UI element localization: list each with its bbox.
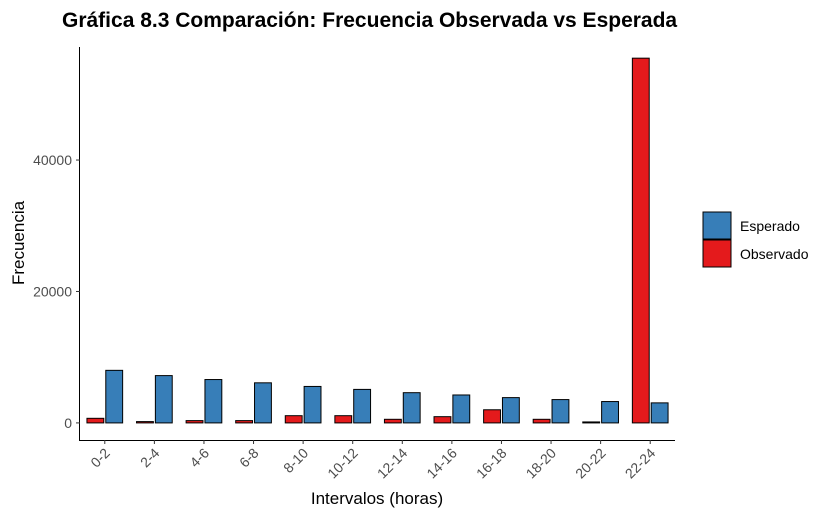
bar-observado-22-24 (631, 57, 650, 424)
bar-observado-12-14 (383, 418, 402, 424)
bar-esperado-22-24 (650, 402, 669, 424)
bar-esperado-18-20 (551, 399, 570, 424)
bars (86, 57, 669, 424)
bar-esperado-2-4 (154, 375, 173, 424)
x-tick-label: 14-16 (423, 445, 460, 482)
bar-esperado-8-10 (303, 385, 322, 424)
bar-esperado-4-6 (204, 379, 223, 424)
bar-observado-0-2 (86, 417, 105, 424)
legend-label-observado: Observado (740, 246, 809, 262)
x-tick-label: 22-24 (622, 445, 659, 482)
bar-esperado-6-8 (254, 382, 272, 424)
x-tick-label: 4-6 (186, 445, 212, 471)
legend: Esperado Observado (702, 211, 809, 268)
y-tick-label: 20000 (33, 283, 72, 299)
legend-label-esperado: Esperado (740, 218, 800, 234)
x-ticks: 0-2 2-4 4-6 6-8 8-10 10-12 12-14 14-16 16-18 18-2… (87, 440, 658, 481)
chart-title: Gráfica 8.3 Comparación: Frecuencia Obse… (62, 9, 677, 32)
x-tick-label: 8-10 (280, 445, 311, 476)
bar-observado-18-20 (532, 418, 551, 424)
bar-esperado-14-16 (452, 394, 471, 424)
x-tick-label: 18-20 (523, 445, 560, 482)
legend-swatch-observado (702, 239, 732, 268)
y-tick-label: 40000 (33, 152, 72, 168)
y-axis-title: Frecuencia (9, 200, 28, 285)
x-tick-label: 16-18 (473, 445, 510, 482)
x-tick-label: 2-4 (137, 445, 163, 471)
x-tick-label: 10-12 (324, 445, 361, 482)
bar-observado-4-6 (185, 420, 204, 424)
bar-observado-14-16 (433, 416, 452, 424)
x-tick-label: 6-8 (236, 445, 262, 471)
y-tick-label: 0 (64, 415, 72, 431)
bar-esperado-12-14 (402, 392, 421, 424)
bar-esperado-0-2 (105, 369, 124, 424)
legend-swatch-esperado (702, 211, 732, 240)
x-tick-label: 12-14 (374, 445, 411, 482)
bar-esperado-16-18 (501, 397, 520, 424)
x-tick-label: 0-2 (87, 445, 113, 471)
y-ticks: 0 20000 40000 (33, 152, 80, 431)
x-tick-label: 20-22 (572, 445, 609, 482)
bar-esperado-20-22 (601, 401, 619, 424)
x-axis-title: Intervalos (horas) (311, 489, 443, 508)
bar-observado-6-8 (235, 420, 254, 424)
bar-observado-10-12 (334, 415, 353, 424)
bar-observado-8-10 (284, 415, 303, 424)
bar-observado-2-4 (136, 421, 154, 424)
bar-observado-20-22 (582, 421, 601, 424)
bar-esperado-10-12 (353, 388, 372, 424)
bar-observado-16-18 (483, 409, 501, 424)
plot-area: 0 20000 40000 0-2 2-4 4-6 6-8 8-10 10-12 12-14 14… (33, 47, 675, 481)
